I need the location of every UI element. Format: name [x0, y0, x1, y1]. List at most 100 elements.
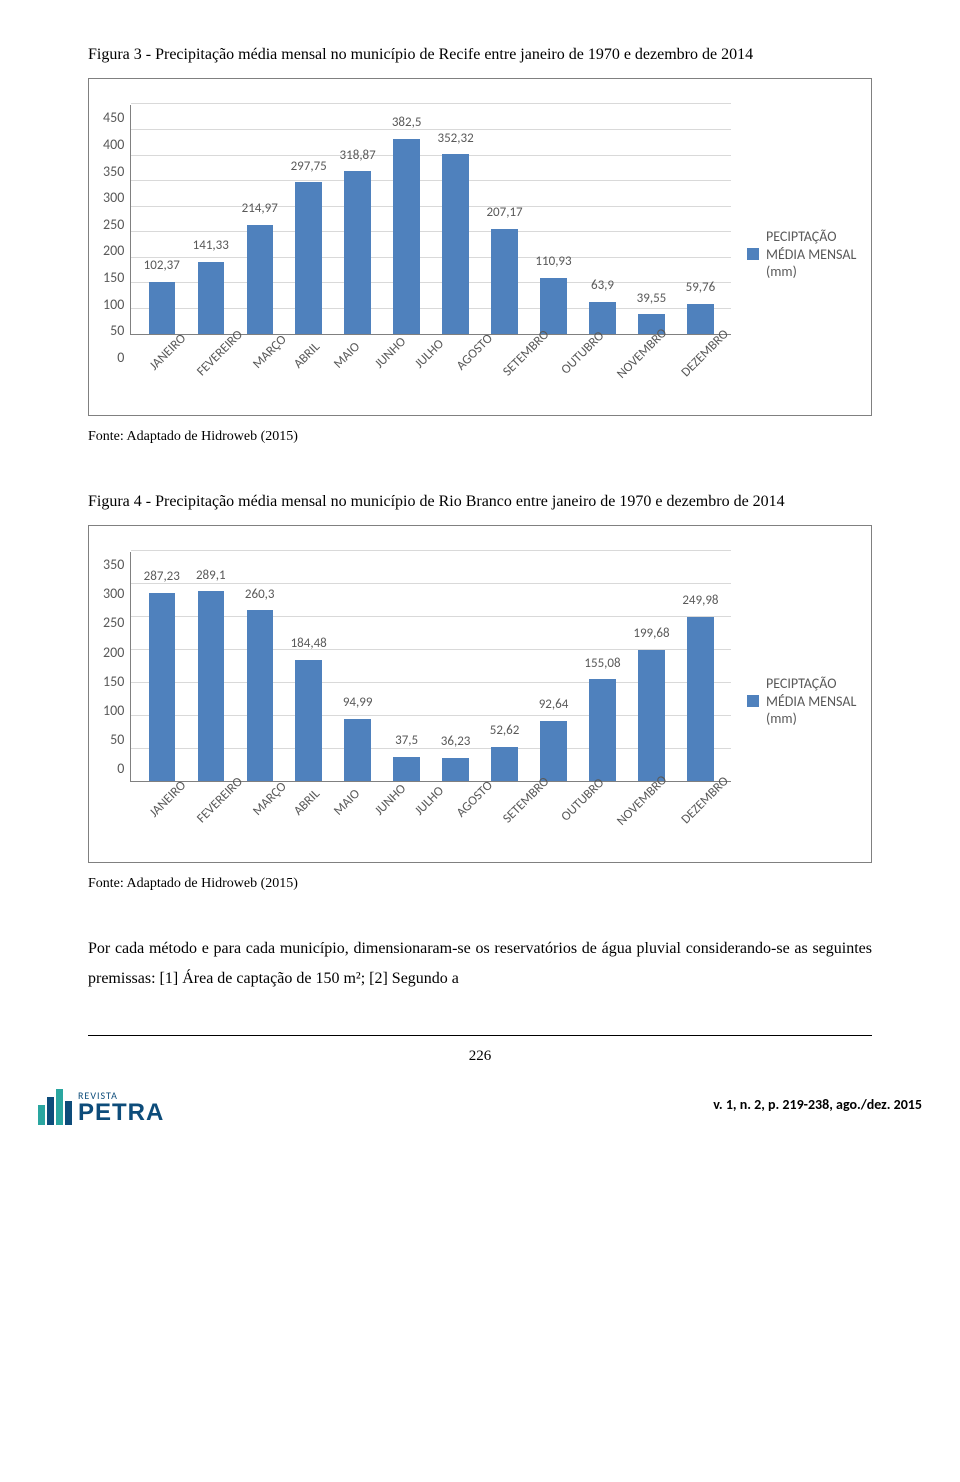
bar-slot: 289,1: [186, 552, 235, 781]
bar: [540, 721, 566, 782]
y-tick-label: 400: [103, 132, 124, 159]
bar: [491, 229, 517, 335]
y-tick-label: 450: [103, 105, 124, 132]
chart1-plot-area: 102,37 141,33 214,97 297,75 318,87382,5352,3…: [130, 105, 731, 335]
logo-bars-icon: [38, 1089, 72, 1125]
bar: [687, 304, 713, 335]
bar-slot: 39,55: [627, 105, 676, 334]
bar-value-label: 297,75: [291, 155, 327, 180]
bar: [540, 278, 566, 335]
legend-swatch: [747, 248, 759, 260]
y-tick-label: 200: [103, 238, 124, 265]
y-tick-label: 50: [110, 318, 124, 345]
chart2-y-axis: 350300250200150100500: [103, 552, 130, 782]
bar-value-label: 36,23: [441, 730, 471, 755]
bar-value-label: 352,32: [437, 127, 473, 152]
bar-slot: 141,33: [186, 105, 235, 334]
bar-value-label: 141,33: [193, 234, 229, 259]
y-tick-label: 350: [103, 552, 124, 579]
y-tick-label: 250: [103, 610, 124, 637]
bar: [149, 593, 175, 782]
bar-value-label: 59,76: [686, 276, 716, 301]
bar-value-label: 287,23: [144, 565, 180, 590]
y-tick-label: 250: [103, 212, 124, 239]
chart2-x-labels: JANEIROFEVEREIROMARÇOABRILMAIOJUNHOJULHO…: [130, 782, 731, 850]
journal-logo: REVISTA PETRA: [38, 1089, 164, 1125]
citation: v. 1, n. 2, p. 219-238, ago./dez. 2015: [713, 1092, 922, 1119]
bar-slot: 102,37: [137, 105, 186, 334]
gridline: [131, 550, 731, 551]
bar-slot: 318,87: [333, 105, 382, 334]
bar-slot: 110,93: [529, 105, 578, 334]
y-tick-label: 50: [110, 727, 124, 754]
fig3-caption: Figura 3 - Precipitação média mensal no …: [88, 40, 872, 70]
bar: [247, 610, 273, 781]
bar-value-label: 289,1: [196, 564, 226, 589]
chart1-frame: 450400350300250200150100500 102,37 141,33…: [88, 78, 872, 416]
bar-slot: 94,99: [333, 552, 382, 781]
bar-value-label: 110,93: [535, 250, 571, 275]
bar: [589, 679, 615, 781]
bar-value-label: 37,5: [395, 729, 418, 754]
bar-value-label: 102,37: [144, 254, 180, 279]
bar-slot: 287,23: [137, 552, 186, 781]
bar: [491, 747, 517, 782]
bar-slot: 214,97: [235, 105, 284, 334]
bar: [442, 758, 468, 782]
legend-swatch: [747, 695, 759, 707]
y-tick-label: 0: [117, 756, 124, 783]
y-tick-label: 0: [117, 345, 124, 372]
y-tick-label: 100: [103, 292, 124, 319]
bar: [344, 171, 370, 334]
y-tick-label: 150: [103, 265, 124, 292]
fig4-caption: Figura 4 - Precipitação média mensal no …: [88, 487, 872, 517]
bar-value-label: 155,08: [584, 652, 620, 677]
chart1-y-axis: 450400350300250200150100500: [103, 105, 130, 335]
legend-label: PECIPTAÇÃO MÉDIA MENSAL (mm): [766, 228, 857, 281]
bar-value-label: 207,17: [486, 201, 522, 226]
bar-slot: 207,17: [480, 105, 529, 334]
fig3-source: Fonte: Adaptado de Hidroweb (2015): [88, 424, 872, 451]
bar-slot: 199,68: [627, 552, 676, 781]
bar-value-label: 199,68: [633, 622, 669, 647]
footer-rule: [88, 1035, 872, 1036]
bar-value-label: 94,99: [343, 691, 373, 716]
bar-slot: 382,5: [382, 105, 431, 334]
y-tick-label: 150: [103, 669, 124, 696]
y-tick-label: 200: [103, 640, 124, 667]
bar-value-label: 260,3: [245, 583, 275, 608]
bar-slot: 249,98: [676, 552, 725, 781]
bar-value-label: 214,97: [242, 197, 278, 222]
bar: [687, 617, 713, 781]
bar-slot: 37,5: [382, 552, 431, 781]
chart1-bars: 102,37 141,33 214,97 297,75 318,87382,5352,3…: [131, 105, 731, 334]
bar-value-label: 92,64: [539, 693, 569, 718]
fig4-source: Fonte: Adaptado de Hidroweb (2015): [88, 871, 872, 898]
chart2-frame: 350300250200150100500 287,23289,1260,318…: [88, 525, 872, 863]
gridline: [131, 103, 731, 104]
chart1-x-labels: JANEIROFEVEREIROMARÇOABRILMAIOJUNHOJULHO…: [130, 335, 731, 403]
bar-slot: 260,3: [235, 552, 284, 781]
y-tick-label: 100: [103, 698, 124, 725]
legend-label: PECIPTAÇÃO MÉDIA MENSAL (mm): [766, 675, 857, 728]
bar: [247, 225, 273, 335]
bar: [198, 591, 224, 781]
bar: [149, 282, 175, 334]
body-paragraph: Por cada método e para cada município, d…: [88, 934, 872, 995]
page-footer: 226 REVISTA PETRA v. 1, n. 2, p. 219-238…: [88, 1035, 872, 1125]
bar-slot: 92,64: [529, 552, 578, 781]
bar: [638, 650, 664, 781]
y-tick-label: 350: [103, 159, 124, 186]
bar-slot: 297,75: [284, 105, 333, 334]
bar-slot: 52,62: [480, 552, 529, 781]
bar-value-label: 52,62: [490, 719, 520, 744]
y-tick-label: 300: [103, 185, 124, 212]
bar: [344, 719, 370, 781]
bar-value-label: 249,98: [682, 589, 718, 614]
bar: [198, 262, 224, 334]
chart2-plot-area: 287,23289,1260,3184,4894,9937,536,2352,6…: [130, 552, 731, 782]
bar: [442, 154, 468, 334]
bar-value-label: 318,87: [340, 144, 376, 169]
bar: [393, 139, 419, 335]
page-number: 226: [88, 1042, 872, 1071]
